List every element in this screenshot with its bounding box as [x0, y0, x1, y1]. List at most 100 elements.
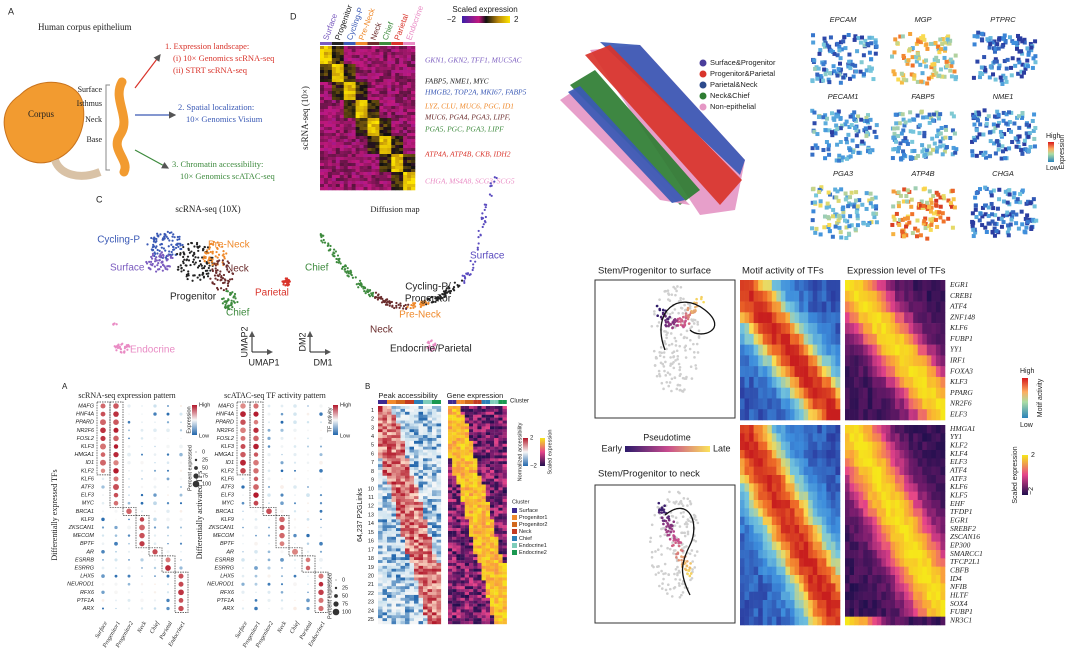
cell-dot: [355, 276, 357, 278]
label: ESRRG: [214, 565, 234, 571]
heatmap-cell: [340, 82, 344, 85]
heatmap-cell: [379, 181, 383, 184]
dot: [320, 502, 322, 504]
label: Surface&Progenitor: [710, 58, 776, 67]
spot: [922, 187, 926, 191]
heatmap-cell: [395, 139, 399, 142]
heatmap-cell: [448, 487, 452, 490]
heatmap-cell: [473, 455, 477, 458]
heatmap-cell: [368, 148, 372, 151]
heatmap-cell: [399, 64, 403, 67]
spot: [928, 113, 932, 117]
cell-dot: [166, 268, 168, 270]
cell-dot: [210, 251, 212, 253]
heatmap-cell: [456, 496, 460, 499]
cell-dot: [335, 250, 337, 252]
heatmap-cell: [399, 181, 403, 184]
spot: [973, 42, 977, 46]
heatmap-cell: [456, 514, 460, 517]
heatmap-cell: [324, 79, 328, 82]
heatmap-cell: [336, 166, 340, 169]
dot: [279, 533, 284, 538]
cell-dot: [217, 274, 219, 276]
heatmap-cell: [399, 130, 403, 133]
heatmap-cell: [332, 115, 336, 118]
heatmap-cell: [368, 97, 372, 100]
heatmap-cell: [482, 499, 486, 502]
heatmap-cell: [477, 548, 481, 551]
heatmap-cell: [461, 464, 465, 467]
heatmap-cell: [383, 548, 388, 551]
heatmap-cell: [401, 444, 406, 447]
heatmap-cell: [360, 67, 364, 70]
dot: [141, 567, 142, 568]
heatmap-cell: [407, 172, 411, 175]
heatmap-cell: [428, 502, 433, 505]
heatmap-cell: [498, 502, 502, 505]
dot: [255, 535, 257, 537]
heatmap-cell: [375, 163, 379, 166]
heatmap-cell: [395, 64, 399, 67]
heatmap-cell: [486, 418, 490, 421]
spot: [934, 41, 938, 45]
dot: [167, 494, 169, 496]
heatmap-cell: [383, 76, 387, 79]
heatmap-cell: [482, 470, 486, 473]
heatmap-cell: [473, 487, 477, 490]
heatmap-cell: [494, 426, 498, 429]
dot: [253, 468, 258, 473]
heatmap-cell: [383, 473, 388, 476]
heatmap-cell: [477, 554, 481, 557]
heatmap-cell: [399, 100, 403, 103]
heatmap-cell: [482, 487, 486, 490]
heatmap-cell: [405, 531, 410, 534]
heatmap-cell: [324, 91, 328, 94]
heatmap-cell: [419, 554, 424, 557]
heatmap-cell: [356, 160, 360, 163]
spot: [1007, 146, 1011, 150]
heatmap-cell: [473, 412, 477, 415]
heatmap-cell: [461, 537, 465, 540]
heatmap-cell: [383, 482, 388, 485]
cell-dot: [188, 274, 190, 276]
dot: [115, 534, 118, 537]
heatmap-cell: [364, 154, 368, 157]
heatmap-cell: [395, 133, 399, 136]
spot: [974, 215, 978, 219]
dot: [126, 509, 131, 514]
heatmap-cell: [494, 514, 498, 517]
heatmap-cell: [396, 438, 401, 441]
heatmap-cell: [378, 406, 383, 409]
heatmap-cell: [401, 453, 406, 456]
heatmap-cell: [348, 103, 352, 106]
cell-dot: [185, 265, 187, 267]
heatmap-cell: [419, 546, 424, 549]
heatmap-cell: [364, 61, 368, 64]
heatmap-cell: [461, 426, 465, 429]
heatmap-cell: [360, 115, 364, 118]
heatmap-cell: [378, 412, 383, 415]
dot: [319, 412, 322, 415]
dot: [180, 438, 181, 439]
heatmap-cell: [324, 67, 328, 70]
heatmap-cell: [486, 432, 490, 435]
heatmap-cell: [352, 97, 356, 100]
heatmap-cell: [423, 479, 428, 482]
heatmap-cell: [410, 519, 415, 522]
heatmap-cell: [371, 73, 375, 76]
heatmap-cell: [391, 94, 395, 97]
cell-dot: [146, 262, 148, 264]
heatmap-cell: [368, 181, 372, 184]
heatmap-cell: [383, 94, 387, 97]
heatmap-cell: [371, 145, 375, 148]
label: AR: [225, 549, 234, 555]
heatmap-cell: [473, 484, 477, 487]
cell-dot: [454, 282, 456, 284]
heatmap-cell: [379, 106, 383, 109]
heatmap-cell: [340, 91, 344, 94]
heatmap-cell: [414, 484, 419, 487]
spot: [818, 52, 822, 56]
heatmap-cell: [498, 435, 502, 438]
heatmap-cell: [448, 543, 452, 546]
heatmap-cell: [360, 160, 364, 163]
